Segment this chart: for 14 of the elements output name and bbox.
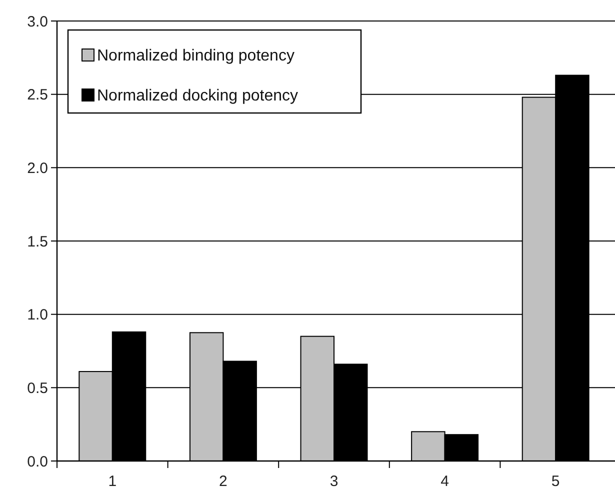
x-tick-label: 2	[219, 473, 228, 490]
y-tick-label: 0.5	[27, 380, 48, 397]
x-tick-label: 4	[440, 473, 449, 490]
y-tick-label: 2.0	[27, 160, 48, 177]
legend-label: Normalized docking potency	[97, 88, 298, 105]
x-tick-label: 1	[108, 473, 117, 490]
x-tick-label: 5	[551, 473, 560, 490]
y-tick-label: 1.5	[27, 233, 48, 250]
y-tick-label: 2.5	[27, 86, 48, 104]
y-tick-label: 1.0	[27, 306, 48, 324]
y-tick-label: 3.0	[27, 13, 48, 30]
legend-label: Normalized binding potency	[97, 48, 294, 65]
y-tick-label: 0.0	[27, 453, 48, 470]
x-tick-label: 3	[330, 473, 338, 490]
